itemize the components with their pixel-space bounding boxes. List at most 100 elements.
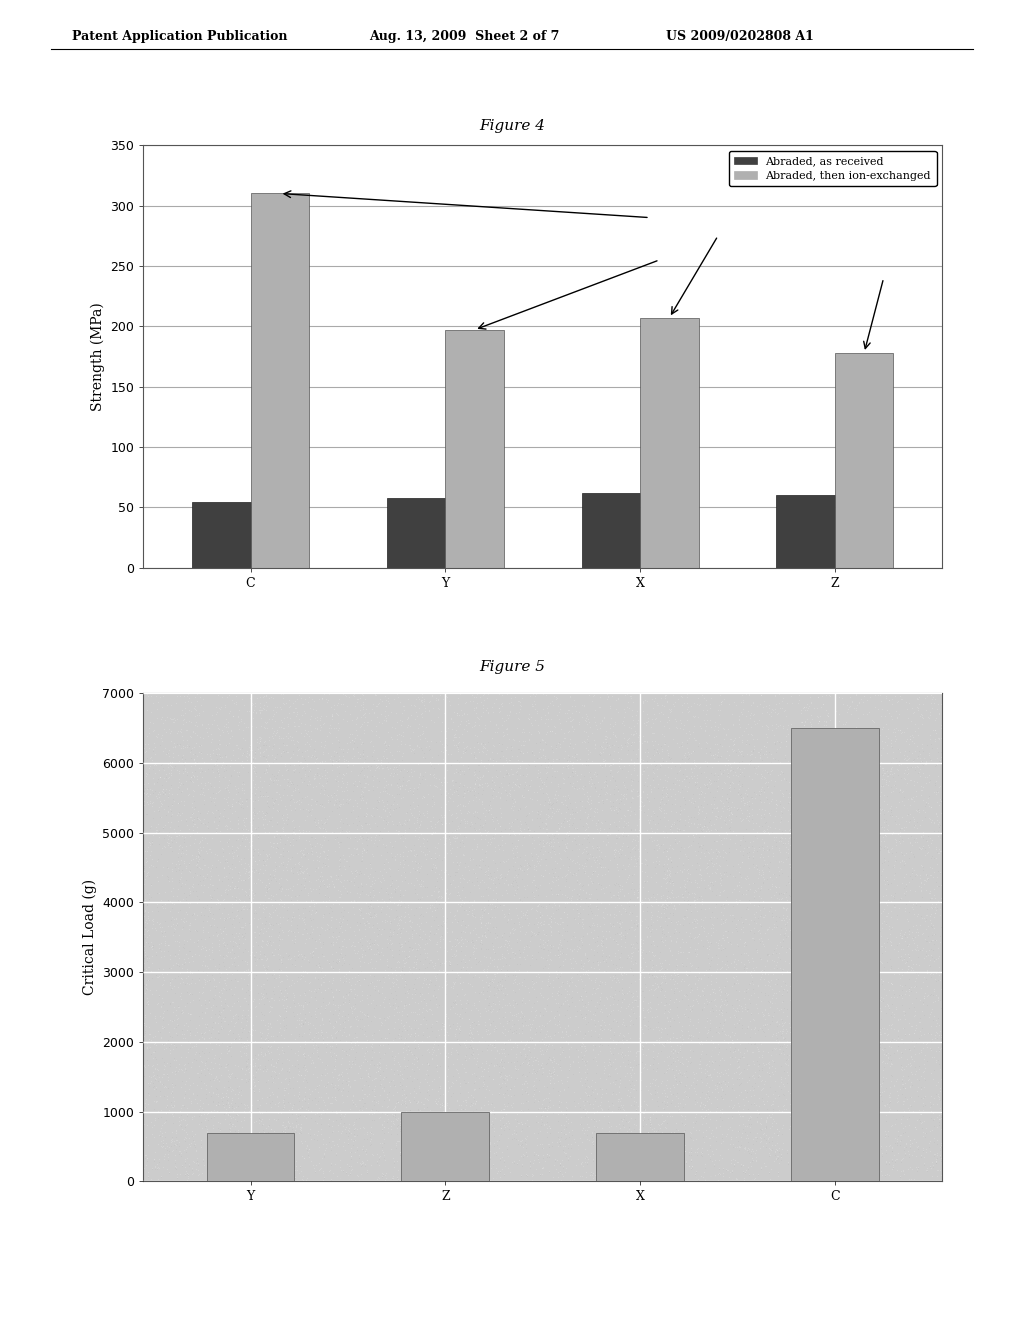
Point [234, 961, 251, 982]
Point [769, 1125, 785, 1146]
Point [368, 944, 384, 965]
Point [296, 912, 312, 933]
Point [535, 1061, 551, 1082]
Point [820, 752, 837, 774]
Point [410, 1048, 426, 1069]
Point [589, 931, 605, 952]
Point [330, 865, 346, 886]
Point [392, 919, 409, 940]
Point [436, 1015, 453, 1036]
Point [698, 1010, 715, 1031]
Point [496, 1052, 512, 1073]
Point [691, 776, 708, 797]
Point [184, 1163, 201, 1184]
Point [580, 948, 596, 969]
Point [571, 1127, 588, 1148]
Point [461, 1023, 477, 1044]
Point [609, 803, 626, 824]
Point [754, 760, 770, 781]
Point [737, 998, 754, 1019]
Point [525, 870, 542, 891]
Point [782, 1105, 799, 1126]
Point [376, 919, 392, 940]
Point [445, 906, 462, 927]
Point [772, 883, 788, 904]
Point [392, 921, 409, 942]
Point [838, 785, 854, 807]
Point [254, 746, 270, 767]
Point [603, 977, 620, 998]
Point [357, 1036, 374, 1057]
Point [713, 874, 729, 895]
Point [370, 1093, 386, 1114]
Point [623, 792, 639, 813]
Point [715, 1130, 731, 1151]
Point [449, 1003, 465, 1024]
Point [444, 921, 461, 942]
Point [695, 1162, 712, 1183]
Point [613, 1109, 630, 1130]
Point [759, 726, 775, 747]
Point [457, 787, 473, 808]
Point [756, 907, 772, 928]
Point [506, 1020, 522, 1041]
Point [873, 830, 890, 851]
Point [237, 836, 253, 857]
Point [782, 912, 799, 933]
Point [742, 1109, 759, 1130]
Point [929, 1028, 945, 1049]
Point [246, 945, 262, 966]
Point [600, 859, 616, 880]
Point [722, 931, 738, 952]
Point [549, 937, 565, 958]
Point [146, 1059, 163, 1080]
Point [821, 756, 838, 777]
Point [390, 894, 407, 915]
Point [738, 979, 755, 1001]
Point [341, 820, 357, 841]
Point [803, 805, 819, 826]
Point [447, 994, 464, 1015]
Point [170, 977, 186, 998]
Point [840, 1139, 856, 1160]
Point [518, 935, 535, 956]
Point [308, 1130, 325, 1151]
Point [708, 820, 724, 841]
Point [632, 931, 648, 952]
Point [779, 793, 796, 814]
Point [153, 1080, 169, 1101]
Point [600, 824, 616, 845]
Point [596, 882, 612, 903]
Point [743, 768, 760, 789]
Point [629, 915, 645, 936]
Point [855, 739, 871, 760]
Point [394, 1005, 411, 1026]
Point [838, 1114, 854, 1135]
Point [260, 879, 276, 900]
Point [822, 768, 839, 789]
Point [245, 845, 261, 866]
Point [422, 896, 438, 917]
Point [622, 797, 638, 818]
Point [896, 1121, 912, 1142]
Point [840, 828, 856, 849]
Point [702, 965, 719, 986]
Point [203, 1023, 219, 1044]
Point [501, 954, 517, 975]
Point [377, 912, 393, 933]
Point [346, 1126, 362, 1147]
Point [600, 1034, 616, 1055]
Point [625, 942, 641, 964]
Point [190, 981, 207, 1002]
Point [321, 767, 337, 788]
Point [614, 1030, 631, 1051]
Point [532, 1164, 549, 1185]
Point [896, 820, 912, 841]
Point [556, 896, 572, 917]
Point [853, 956, 869, 977]
Point [688, 989, 705, 1010]
Point [396, 1163, 413, 1184]
Point [160, 935, 176, 956]
Point [804, 1088, 820, 1109]
Point [257, 1056, 273, 1077]
